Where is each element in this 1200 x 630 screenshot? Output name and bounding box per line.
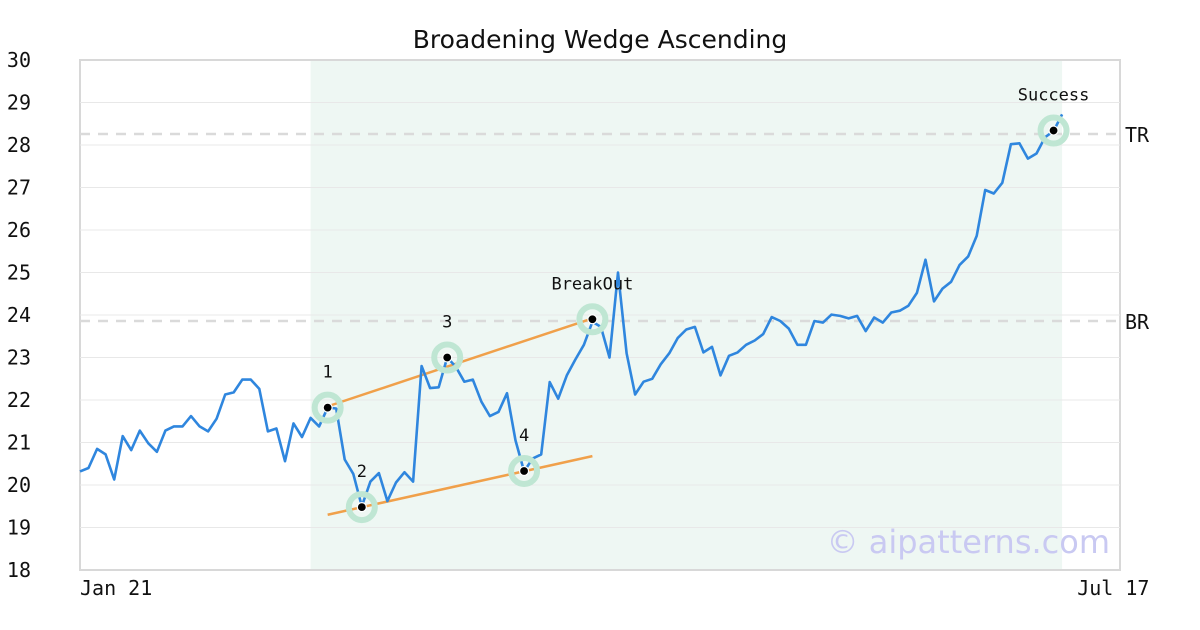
y-tick-label: 28 [7,133,31,157]
x-tick-label: Jul 17 [1077,576,1149,600]
reference-line-label: BR [1125,310,1150,334]
pivot-marker-halo [1037,114,1070,147]
pivot-marker-halo [311,391,344,424]
y-tick-label: 30 [7,48,31,72]
y-tick-label: 19 [7,516,31,540]
y-tick-label: 23 [7,346,31,370]
y-tick-label: 24 [7,303,31,327]
pivot-marker-dot [322,402,333,413]
pivot-marker-dot [1048,125,1059,136]
y-tick-label: 22 [7,388,31,412]
price-series-line [79,113,1064,508]
series-group [79,113,1064,508]
y-tick-label: 20 [7,473,31,497]
pivot-label: 1 [323,363,333,383]
reference-lines-group: TR BR [80,123,1150,334]
pivot-label: 3 [442,313,452,333]
annotations-group: 1 2 3 4 BreakOut Success [311,86,1090,524]
pivot-marker-halo [576,303,609,336]
pivot-marker-dot [518,465,530,477]
y-tick-label: 21 [7,431,31,455]
x-tick-labels-group: Jan 21 Jul 17 [80,576,1149,600]
pivot-marker-dot [356,502,367,513]
y-tick-label: 29 [7,91,31,115]
pivot-label: 4 [519,426,529,446]
x-tick-label: Jan 21 [80,576,152,600]
reference-line-label: TR [1125,123,1150,147]
y-tick-label: 25 [7,261,31,285]
pivot-label: Success [1018,86,1090,106]
chart-title: Broadening Wedge Ascending [413,25,788,54]
pivot-marker-halo [508,454,541,487]
pivot-label: 2 [357,462,367,482]
pivot-marker-dot [587,314,598,325]
y-tick-label: 27 [7,176,31,200]
watermark: © aipatterns.com [827,523,1110,561]
gridlines-group [80,102,1120,528]
pivot-marker-halo [431,341,464,374]
y-tick-label: 18 [7,558,31,582]
pivot-label: BreakOut [551,274,633,294]
y-tick-labels-group: 18 19 20 21 22 23 24 25 26 27 28 29 30 [7,48,31,582]
pivot-marker-halo [345,491,378,524]
y-tick-label: 26 [7,218,31,242]
pivot-marker-dot [442,352,453,363]
